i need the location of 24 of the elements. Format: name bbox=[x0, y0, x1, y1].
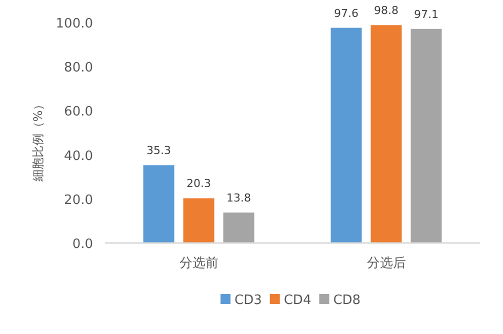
x-tick-label: 分选前 bbox=[179, 256, 218, 271]
data-label: 98.8 bbox=[374, 4, 398, 18]
y-tick-label: 60.0 bbox=[64, 104, 93, 120]
data-label: 97.6 bbox=[334, 6, 358, 20]
x-tick-label: 分选后 bbox=[366, 256, 406, 271]
y-tick-label: 0.0 bbox=[72, 237, 93, 252]
y-tick-label: 100.0 bbox=[56, 16, 93, 32]
bar bbox=[370, 25, 402, 243]
legend-label: CD3 bbox=[234, 293, 262, 308]
bar bbox=[330, 28, 362, 243]
bar bbox=[410, 28, 442, 243]
bar bbox=[143, 165, 174, 243]
data-label: 13.8 bbox=[226, 192, 251, 205]
y-tick-label: 80.0 bbox=[64, 60, 93, 76]
data-label: 97.1 bbox=[414, 8, 438, 21]
bar bbox=[183, 198, 214, 243]
data-label: 20.3 bbox=[186, 177, 211, 190]
bar bbox=[223, 212, 254, 243]
legend-label: CD8 bbox=[333, 293, 361, 308]
data-label: 35.3 bbox=[146, 144, 171, 158]
legend-label: CD4 bbox=[284, 293, 312, 308]
y-tick-label: 20.0 bbox=[64, 192, 93, 208]
y-tick-label: 40.0 bbox=[64, 148, 93, 164]
y-axis-title: 細胞比例（%） bbox=[31, 98, 45, 183]
